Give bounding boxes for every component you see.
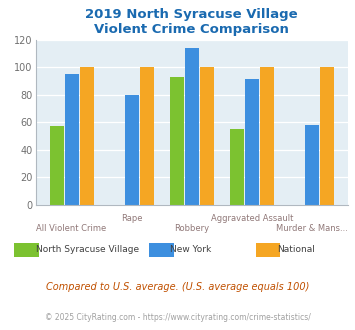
Bar	[140, 67, 154, 205]
Bar	[170, 77, 184, 205]
Bar	[320, 67, 334, 205]
Bar	[260, 67, 274, 205]
Text: Robbery: Robbery	[174, 224, 209, 233]
Title: 2019 North Syracuse Village
Violent Crime Comparison: 2019 North Syracuse Village Violent Crim…	[86, 8, 298, 36]
Text: National: National	[277, 245, 315, 254]
Text: Aggravated Assault: Aggravated Assault	[211, 214, 293, 223]
Text: North Syracuse Village: North Syracuse Village	[36, 245, 138, 254]
Bar	[50, 126, 64, 205]
Bar	[80, 67, 93, 205]
Bar	[200, 67, 214, 205]
Bar	[305, 125, 319, 205]
Text: Murder & Mans...: Murder & Mans...	[276, 224, 348, 233]
Bar	[245, 80, 259, 205]
Bar	[230, 129, 244, 205]
Text: Rape: Rape	[121, 214, 142, 223]
Text: © 2025 CityRating.com - https://www.cityrating.com/crime-statistics/: © 2025 CityRating.com - https://www.city…	[45, 313, 310, 322]
Bar	[125, 95, 138, 205]
Bar	[185, 48, 198, 205]
Text: New York: New York	[170, 245, 212, 254]
Bar	[65, 74, 78, 205]
Text: Compared to U.S. average. (U.S. average equals 100): Compared to U.S. average. (U.S. average …	[46, 282, 309, 292]
Text: All Violent Crime: All Violent Crime	[37, 224, 107, 233]
